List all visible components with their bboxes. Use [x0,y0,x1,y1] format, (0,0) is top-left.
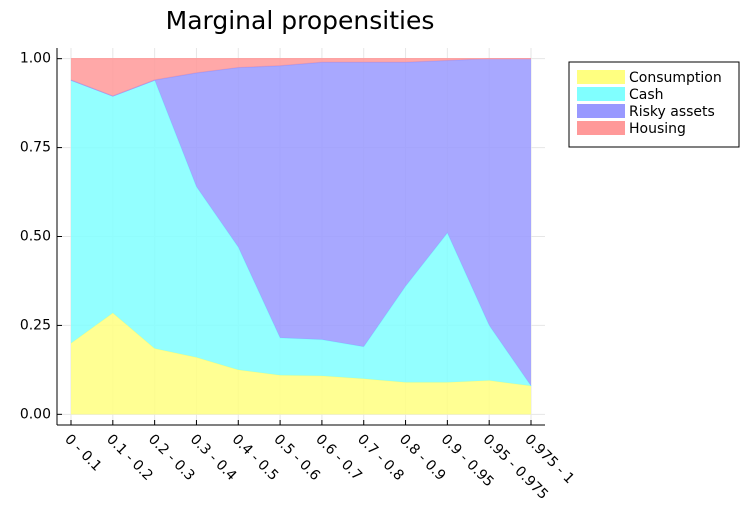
legend-label: Consumption [629,70,722,86]
y-tick-label: 0.00 [20,406,51,422]
y-tick-label: 0.75 [20,140,51,156]
chart-title: Marginal propensities [166,6,435,35]
legend-label: Risky assets [629,104,715,120]
area [71,58,531,386]
legend-swatch [577,70,625,84]
legend-label: Housing [629,121,686,137]
area [71,80,531,386]
area-line [70,312,532,387]
y-tick-label: 0.50 [20,229,51,245]
y-tick-label: 0.25 [20,317,51,333]
x-tick-label: 0 - 0.1 [61,431,104,474]
legend-swatch [577,104,625,118]
legend-label: Cash [629,87,664,103]
y-tick-label: 1.00 [20,51,51,67]
area [71,312,531,415]
legend-swatch [577,87,625,101]
area [71,58,531,97]
legend-swatch [577,121,625,135]
